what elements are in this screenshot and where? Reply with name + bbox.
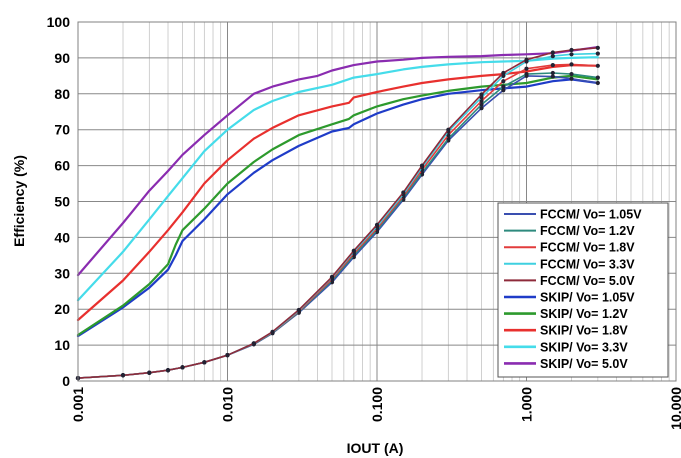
data-point bbox=[180, 365, 185, 370]
legend-label: FCCM/ Vo= 5.0V bbox=[540, 274, 635, 288]
y-tick-label: 50 bbox=[54, 194, 70, 210]
plot-frame bbox=[77, 21, 677, 382]
legend-label: FCCM/ Vo= 1.2V bbox=[540, 224, 635, 238]
data-point bbox=[524, 57, 529, 62]
legend: FCCM/ Vo= 1.05V FCCM/ Vo= 1.2V FCCM/ Vo= 1… bbox=[497, 202, 669, 378]
data-point bbox=[524, 71, 529, 77]
data-point bbox=[251, 341, 256, 346]
data-point bbox=[419, 163, 425, 168]
series-line-9 bbox=[76, 45, 599, 277]
y-tick-label: 60 bbox=[54, 158, 70, 174]
data-point bbox=[595, 75, 600, 80]
data-point bbox=[296, 307, 301, 313]
data-point bbox=[550, 54, 555, 59]
y-tick-label: 90 bbox=[54, 50, 70, 66]
data-point bbox=[550, 50, 555, 55]
x-tick-label: 0.100 bbox=[369, 387, 385, 422]
legend-label: FCCM/ Vo= 1.05V bbox=[540, 208, 642, 222]
series-line-4 bbox=[77, 46, 599, 379]
data-point bbox=[374, 222, 380, 227]
data-point bbox=[401, 190, 406, 195]
data-point bbox=[202, 360, 207, 365]
data-point bbox=[550, 74, 555, 79]
series-line-8 bbox=[76, 56, 599, 302]
data-point bbox=[479, 106, 484, 111]
data-point bbox=[165, 368, 171, 373]
y-tick-labels: 0 10 20 30 40 50 60 70 80 90 100 bbox=[47, 14, 71, 389]
data-point bbox=[446, 127, 451, 132]
data-point bbox=[351, 248, 356, 253]
data-point bbox=[595, 51, 600, 56]
data-point bbox=[595, 45, 600, 50]
data-point bbox=[501, 70, 506, 76]
data-point bbox=[501, 88, 506, 93]
series-lines bbox=[75, 45, 600, 381]
data-point bbox=[569, 47, 574, 53]
x-tick-label: 10.000 bbox=[668, 387, 681, 430]
legend-label: SKIP/ Vo= 1.8V bbox=[540, 324, 628, 338]
data-point bbox=[270, 329, 275, 334]
data-point bbox=[501, 84, 506, 89]
data-point bbox=[147, 370, 152, 375]
y-tick-label: 30 bbox=[54, 265, 70, 281]
y-axis-title: Efficiency (%) bbox=[11, 155, 27, 247]
data-point bbox=[550, 70, 555, 76]
data-point bbox=[595, 80, 600, 86]
legend-label: SKIP/ Vo= 1.2V bbox=[540, 307, 628, 321]
data-point bbox=[569, 76, 574, 81]
x-tick-label: 1.000 bbox=[519, 387, 535, 422]
data-point bbox=[479, 98, 484, 104]
series-line-7 bbox=[76, 63, 599, 322]
x-tick-label: 0.010 bbox=[220, 387, 236, 422]
x-tick-labels: 0.001 0.010 0.100 1.000 10.000 bbox=[70, 387, 681, 430]
data-point bbox=[225, 353, 230, 358]
data-point bbox=[550, 62, 555, 68]
legend-label: SKIP/ Vo= 1.05V bbox=[540, 291, 635, 305]
data-point bbox=[524, 66, 529, 71]
data-point bbox=[569, 71, 574, 77]
data-point bbox=[120, 373, 126, 378]
y-tick-label: 70 bbox=[54, 122, 70, 138]
y-tick-label: 20 bbox=[54, 301, 70, 317]
data-point bbox=[595, 63, 600, 68]
data-point bbox=[479, 102, 484, 107]
legend-label: FCCM/ Vo= 1.8V bbox=[540, 241, 635, 255]
y-tick-label: 100 bbox=[47, 14, 71, 30]
data-point bbox=[569, 62, 574, 67]
x-tick-label: 0.001 bbox=[70, 387, 86, 422]
data-point bbox=[329, 274, 335, 279]
data-point bbox=[501, 79, 506, 84]
data-point bbox=[479, 92, 484, 97]
y-tick-label: 80 bbox=[54, 86, 70, 102]
y-tick-label: 10 bbox=[54, 337, 70, 353]
data-point bbox=[569, 52, 574, 57]
legend-label: FCCM/ Vo= 3.3V bbox=[540, 257, 635, 271]
x-axis-title: IOUT (A) bbox=[347, 440, 404, 456]
y-tick-label: 0 bbox=[62, 373, 70, 389]
legend-label: SKIP/ Vo= 3.3V bbox=[540, 340, 628, 354]
y-tick-label: 40 bbox=[54, 229, 70, 245]
legend-label: SKIP/ Vo= 5.0V bbox=[540, 357, 628, 371]
